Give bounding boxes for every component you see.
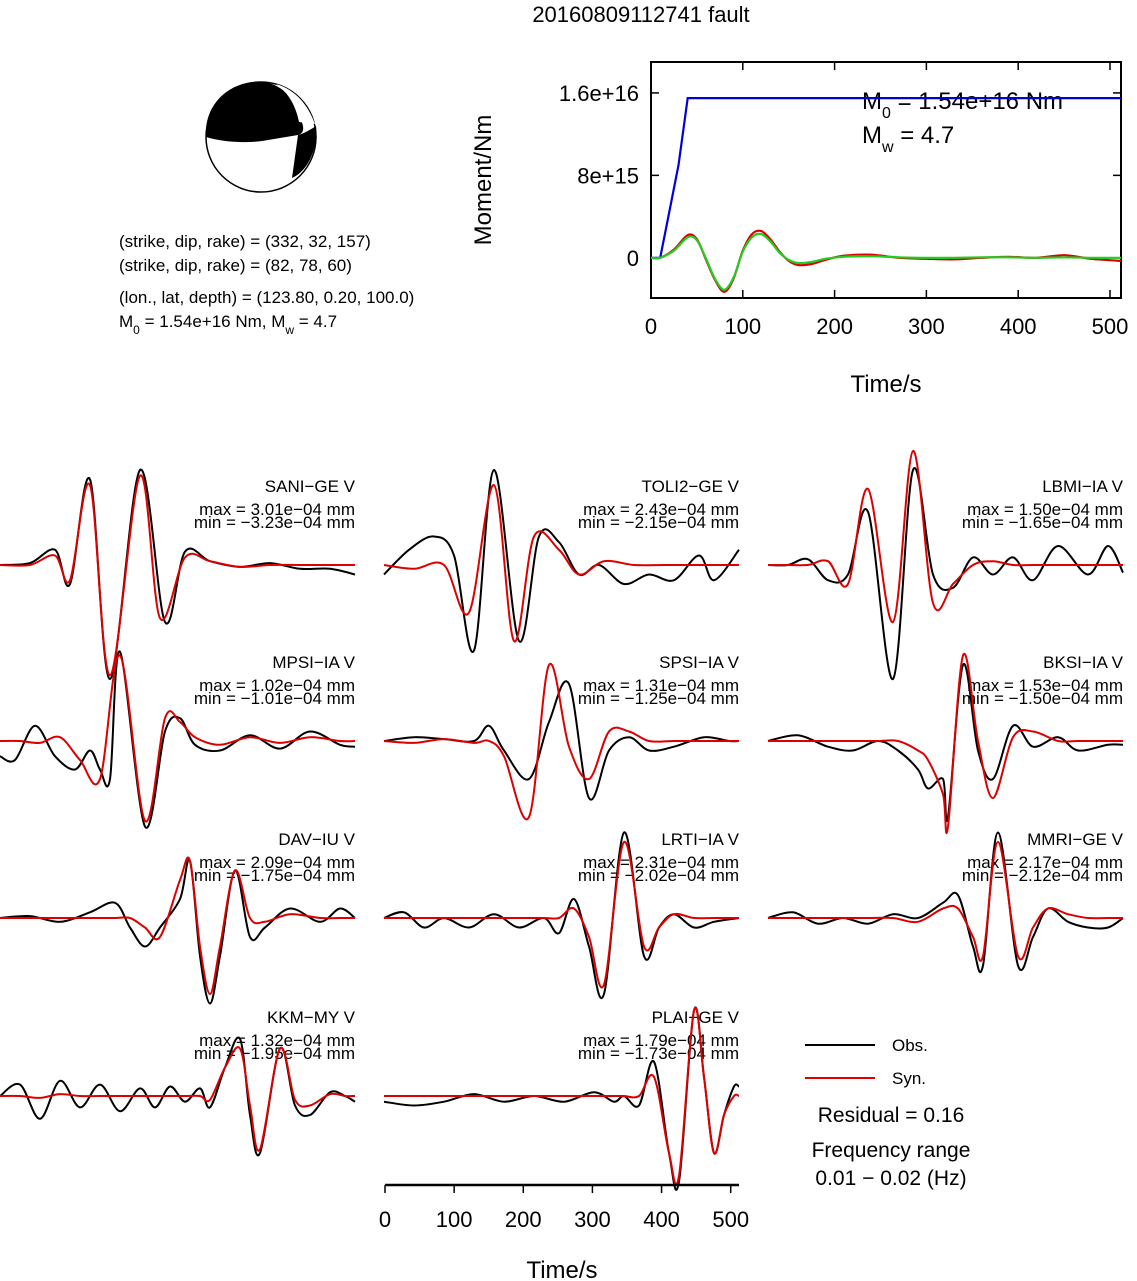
waveform-x-tick-label: 500 [712,1207,749,1232]
synthetic-waveform [383,484,739,643]
station-max: max = 1.53e−04 mm [967,676,1123,695]
waveform-time-axis: Time/s 0 100 200 300 400 500 [379,1183,749,1281]
mechanism-line-4: M0 = 1.54e+16 Nm, Mw = 4.7 [119,312,337,337]
legend: Obs. Syn. Residual = 0.16 Frequency rang… [805,1036,970,1190]
waveform-x-tick-label: 200 [505,1207,542,1232]
frequency-range-label: Frequency range [812,1139,971,1162]
moment-m0-annotation: M0 = 1.54e+16 Nm [862,88,1063,122]
waveform-x-tick-label: 100 [436,1207,473,1232]
station-min: min = −1.95e−04 mm [194,1044,355,1063]
station-min: min = −1.65e−04 mm [962,513,1123,532]
station-name: DAV−IU V [278,830,355,849]
synthetic-waveform [0,474,355,677]
station-min: min = −1.73e−04 mm [578,1044,739,1063]
moment-rate-line-red [650,229,1122,293]
moment-x-axis-label: Time/s [850,371,921,398]
moment-x-tick-label: 500 [1092,314,1129,339]
synthetic-waveform [768,840,1123,962]
moment-y-tick-label: 8e+15 [577,163,639,188]
page-title: 20160809112741 fault [532,2,749,27]
station-min: min = −1.25e−04 mm [578,689,739,708]
moment-x-tick-label: 0 [645,314,657,339]
moment-rate-line-green [650,232,1122,291]
station-min: min = −1.01e−04 mm [194,689,355,708]
moment-plot-frame [650,61,1122,299]
station-name: SPSI−IA V [659,653,740,672]
synthetic-waveform [0,1046,356,1152]
waveform-x-tick-label: 300 [574,1207,611,1232]
station-name: MPSI−IA V [272,653,355,672]
station-min: min = −1.75e−04 mm [194,866,355,885]
station-name: BKSI−IA V [1043,653,1124,672]
moment-x-tick-label: 300 [908,314,945,339]
moment-x-tick-label: 100 [724,314,761,339]
moment-y-tick-label: 0 [627,246,639,271]
station-max: max = 1.32e−04 mm [199,1031,355,1050]
waveform-x-axis-label: Time/s [526,1257,597,1281]
station-max: max = 1.31e−04 mm [583,676,739,695]
station-min: min = −2.15e−04 mm [578,513,739,532]
cumulative-moment-line [651,97,1121,259]
synthetic-waveform [768,652,1123,835]
synthetic-waveform [0,654,356,823]
moment-y-axis-label: Moment/Nm [470,115,497,246]
moment-y-tick-label: 1.6e+16 [559,81,639,106]
station-name: PLAI−GE V [652,1008,740,1027]
mechanism-line-2: (strike, dip, rake) = (82, 78, 60) [119,256,352,275]
station-max: max = 3.01e−04 mm [199,500,355,519]
mechanism-line-3: (lon., lat, depth) = (123.80, 0.20, 100.… [119,288,414,307]
synthetic-waveform [0,856,355,996]
legend-obs-label: Obs. [892,1036,928,1055]
station-name: LBMI−IA V [1042,477,1123,496]
residual-label: Residual = 0.16 [818,1104,965,1127]
station-min: min = −1.50e−04 mm [962,689,1123,708]
synthetic-waveform [383,662,739,821]
observed-waveform [0,1036,356,1157]
mechanism-info: (strike, dip, rake) = (332, 32, 157) (st… [119,232,414,337]
focal-mechanism-beachball [205,81,317,193]
station-name: LRTI−IA V [661,830,739,849]
station-max: max = 2.17e−04 mm [967,853,1123,872]
mechanism-line-1: (strike, dip, rake) = (332, 32, 157) [119,232,371,251]
station-min: min = −3.23e−04 mm [194,513,355,532]
station-max: max = 1.50e−04 mm [967,500,1123,519]
station-min: min = −2.12e−04 mm [962,866,1123,885]
station-max: max = 1.02e−04 mm [199,676,355,695]
frequency-range-value: 0.01 − 0.02 (Hz) [815,1167,966,1190]
synthetic-waveform [383,1006,740,1186]
synthetic-waveform [767,449,1123,624]
station-name: KKM−MY V [267,1008,356,1027]
observed-waveform [767,467,1124,681]
waveform-x-tick-label: 0 [379,1207,391,1232]
station-max: max = 2.09e−04 mm [199,853,355,872]
station-name: TOLI2−GE V [642,477,740,496]
station-name: MMRI−GE V [1027,830,1124,849]
station-max: max = 2.43e−04 mm [583,500,739,519]
legend-syn-label: Syn. [892,1069,926,1088]
station-name: SANI−GE V [265,477,356,496]
moment-chart: Moment/Nm Time/s M0 = 1.54e+16 Nm Mw = 4… [470,61,1129,398]
observed-waveform [0,468,356,681]
synthetic-waveform [384,840,739,989]
moment-mw-annotation: Mw = 4.7 [862,122,954,156]
station-min: min = −2.02e−04 mm [578,866,739,885]
waveform-x-tick-label: 400 [643,1207,680,1232]
moment-x-tick-label: 200 [816,314,853,339]
station-max: max = 2.31e−04 mm [583,853,739,872]
observed-waveform [383,468,740,653]
moment-x-tick-label: 400 [1000,314,1037,339]
